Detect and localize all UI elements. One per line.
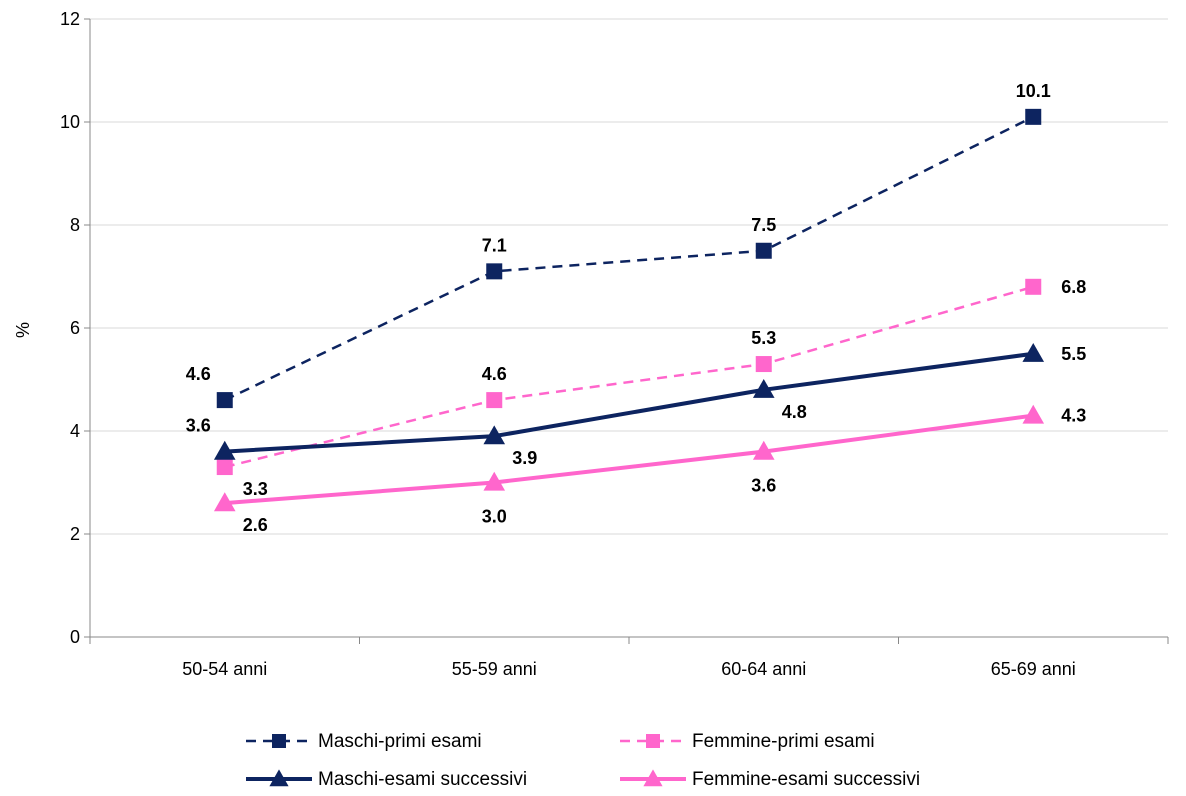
data-point-maschi-primi-esami bbox=[1025, 108, 1042, 125]
data-point-femmine-primi-esami bbox=[755, 356, 772, 373]
data-point-maschi-primi-esami bbox=[216, 392, 233, 409]
y-tick-label: 4 bbox=[70, 421, 80, 441]
data-point-maschi-esami-successivi bbox=[752, 379, 775, 398]
data-point-maschi-esami-successivi bbox=[213, 440, 236, 460]
series-group bbox=[213, 108, 1045, 512]
data-labels: 4.6 7.1 7.5 10.1 3.3 4.6 5.3 6.8 3.6 3.9 4.8 5.5 2.6… bbox=[186, 81, 1087, 535]
data-label: 5.3 bbox=[751, 328, 776, 348]
data-label: 3.6 bbox=[186, 416, 211, 436]
legend-marker-femmine-primi-esami bbox=[646, 734, 660, 748]
x-tick-label: 50-54 anni bbox=[182, 659, 267, 679]
data-label: 3.3 bbox=[243, 479, 268, 499]
data-label: 4.6 bbox=[186, 364, 211, 384]
series-line-maschi-esami-successivi bbox=[224, 351, 1034, 454]
gridlines bbox=[84, 18, 1169, 644]
legend-marker-maschi-primi-esami bbox=[272, 734, 286, 748]
data-point-femmine-esami-successivi bbox=[752, 440, 775, 460]
legend-label: Maschi-primi esami bbox=[318, 731, 482, 752]
data-point-maschi-esami-successivi bbox=[1022, 342, 1045, 362]
legend-marker-femmine-esami-successivi bbox=[643, 769, 663, 787]
data-point-maschi-primi-esami bbox=[755, 242, 772, 259]
data-label: 3.9 bbox=[512, 448, 537, 468]
data-label: 3.6 bbox=[751, 476, 776, 496]
data-point-femmine-esami-successivi bbox=[483, 471, 506, 491]
data-point-femmine-primi-esami bbox=[1025, 278, 1042, 295]
data-label: 7.5 bbox=[751, 215, 776, 235]
data-label: 7.1 bbox=[482, 235, 507, 255]
legend-label: Femmine-primi esami bbox=[692, 731, 875, 752]
data-label: 4.3 bbox=[1061, 406, 1086, 426]
data-point-femmine-primi-esami bbox=[486, 392, 503, 409]
data-label: 10.1 bbox=[1016, 81, 1051, 101]
y-tick-label: 12 bbox=[60, 9, 80, 29]
data-label: 6.8 bbox=[1061, 277, 1086, 297]
x-tick-labels: 50-54 anni 55-59 anni 60-64 anni 65-69 anni bbox=[182, 659, 1076, 679]
y-tick-label: 8 bbox=[70, 215, 80, 235]
legend: Maschi-primi esami Femmine-primi esami Mas… bbox=[246, 731, 920, 790]
data-point-maschi-primi-esami bbox=[486, 263, 503, 280]
y-tick-label: 6 bbox=[70, 318, 80, 338]
y-tick-label: 0 bbox=[70, 627, 80, 647]
x-tick-label: 60-64 anni bbox=[721, 659, 806, 679]
y-axis-label: % bbox=[13, 322, 33, 338]
data-point-maschi-esami-successivi bbox=[483, 425, 506, 445]
x-tick-label: 65-69 anni bbox=[991, 659, 1076, 679]
data-point-femmine-primi-esami bbox=[216, 459, 233, 476]
data-label: 4.6 bbox=[482, 364, 507, 384]
legend-label: Femmine-esami successivi bbox=[692, 769, 920, 790]
legend-label: Maschi-esami successivi bbox=[318, 769, 527, 790]
y-tick-label: 2 bbox=[70, 524, 80, 544]
series-line-femmine-esami-successivi bbox=[224, 413, 1034, 506]
x-tick-label: 55-59 anni bbox=[452, 659, 537, 679]
data-label: 3.0 bbox=[482, 507, 507, 527]
series-line-maschi-primi-esami bbox=[224, 115, 1034, 402]
legend-marker-maschi-esami-successivi bbox=[269, 769, 289, 787]
data-label: 5.5 bbox=[1061, 344, 1086, 364]
data-label: 2.6 bbox=[243, 515, 268, 535]
series-line-femmine-primi-esami bbox=[224, 285, 1034, 469]
data-point-femmine-esami-successivi bbox=[213, 492, 236, 512]
y-tick-labels: 0 2 4 6 8 10 12 bbox=[60, 9, 80, 647]
data-label: 4.8 bbox=[782, 402, 807, 422]
y-tick-label: 10 bbox=[60, 112, 80, 132]
data-point-femmine-esami-successivi bbox=[1022, 404, 1045, 424]
axes bbox=[89, 19, 1168, 638]
